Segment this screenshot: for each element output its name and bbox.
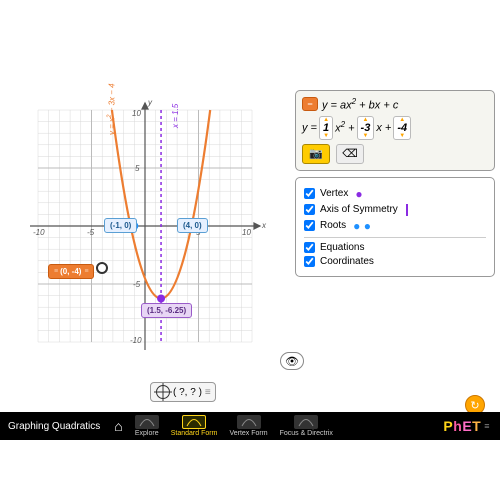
c-down-icon[interactable]: ▼	[399, 134, 405, 138]
navigation-bar: Graphing Quadratics ⌂ Explore Standard F…	[0, 412, 500, 440]
drag-handle[interactable]	[96, 262, 108, 274]
axis-checkbox-row[interactable]: Axis of Symmetry	[304, 204, 486, 216]
root-2-coords: (4, 0)	[177, 218, 208, 233]
home-button[interactable]: ⌂	[108, 412, 128, 440]
equations-checkbox-row[interactable]: Equations	[304, 242, 486, 253]
svg-text:10: 10	[132, 109, 141, 118]
axis-checkbox[interactable]	[304, 204, 315, 215]
equations-checkbox[interactable]	[304, 242, 315, 253]
vertex-symbol-icon: ●	[355, 187, 362, 201]
point-tool[interactable]: ( ?, ? ) ≡	[150, 382, 216, 402]
app-title: Graphing Quadratics	[0, 412, 108, 440]
a-down-icon[interactable]: ▼	[323, 134, 329, 138]
coordinates-checkbox-row[interactable]: Coordinates	[304, 256, 486, 267]
svg-text:-10: -10	[130, 336, 142, 345]
explore-thumb-icon	[135, 415, 159, 429]
visibility-toggle-button[interactable]: 👁	[280, 352, 304, 370]
eye-icon: 👁	[285, 355, 299, 368]
svg-text:y: y	[147, 98, 153, 107]
tab-focus-directrix[interactable]: Focus & Directrix	[274, 412, 339, 440]
reset-icon: ↻	[470, 399, 479, 412]
snapshot-button[interactable]: 📷	[302, 144, 330, 164]
b-down-icon[interactable]: ▼	[362, 134, 368, 138]
equation-inputs: y = ▲1▼ x2 + ▲-3▼ x + ▲-4▼	[302, 116, 488, 140]
tab-explore[interactable]: Explore	[129, 412, 165, 440]
coef-a-spinner[interactable]: ▲1▼	[319, 116, 333, 140]
svg-text:10: 10	[242, 228, 251, 237]
roots-checkbox-row[interactable]: Roots● ●	[304, 219, 486, 233]
vertex-checkbox[interactable]	[304, 188, 315, 199]
root-1-coords: (-1, 0)	[104, 218, 137, 233]
graph-canvas[interactable]: xy -5-10510 510-5-10	[20, 95, 270, 370]
coef-c-spinner[interactable]: ▲-4▼	[393, 116, 411, 140]
home-icon: ⌂	[114, 418, 122, 434]
toggle-curve-button[interactable]: −	[302, 97, 318, 111]
svg-text:-5: -5	[87, 228, 95, 237]
focus-thumb-icon	[294, 415, 318, 429]
camera-icon: 📷	[309, 147, 323, 160]
roots-symbol-icon: ● ●	[353, 219, 371, 233]
svg-text:x: x	[261, 221, 267, 230]
vertex-checkbox-row[interactable]: Vertex●	[304, 187, 486, 201]
equation-panel: − y = ax2 + bx + c y = ▲1▼ x2 + ▲-3▼ x +…	[295, 90, 495, 171]
graph-panel: xy -5-10510 510-5-10 y = x2 − 3x − 4 x =…	[5, 90, 285, 420]
svg-text:-5: -5	[133, 280, 141, 289]
axis-of-symmetry-label: x = 1.5	[171, 104, 180, 128]
vertex-thumb-icon	[237, 415, 261, 429]
erase-button[interactable]: ⌫	[336, 144, 364, 164]
menu-icon: ≡	[484, 421, 490, 431]
coef-b-spinner[interactable]: ▲-3▼	[357, 116, 375, 140]
vertex-point	[157, 295, 165, 303]
vertex-coords: (1.5, -6.25)	[141, 303, 192, 318]
drag-point-coords[interactable]: ≡ (0, -4) ≡	[48, 264, 94, 279]
curve-equation-label: y = x2 − 3x − 4	[107, 83, 117, 135]
tab-vertex-form[interactable]: Vertex Form	[223, 412, 273, 440]
equation-general-form: y = ax2 + bx + c	[322, 97, 398, 112]
eraser-icon: ⌫	[342, 147, 358, 160]
coordinates-checkbox[interactable]	[304, 256, 315, 267]
grip-icon: ≡	[205, 387, 210, 398]
svg-text:5: 5	[135, 164, 140, 173]
axis-symbol-icon	[406, 204, 408, 216]
roots-checkbox[interactable]	[304, 220, 315, 231]
phet-logo[interactable]: PhET≡	[433, 412, 500, 440]
options-panel: Vertex● Axis of Symmetry Roots● ● Equati…	[295, 177, 495, 277]
tab-standard-form[interactable]: Standard Form	[165, 412, 224, 440]
svg-text:-10: -10	[33, 228, 45, 237]
standard-thumb-icon	[182, 415, 206, 429]
crosshair-icon	[156, 385, 170, 399]
